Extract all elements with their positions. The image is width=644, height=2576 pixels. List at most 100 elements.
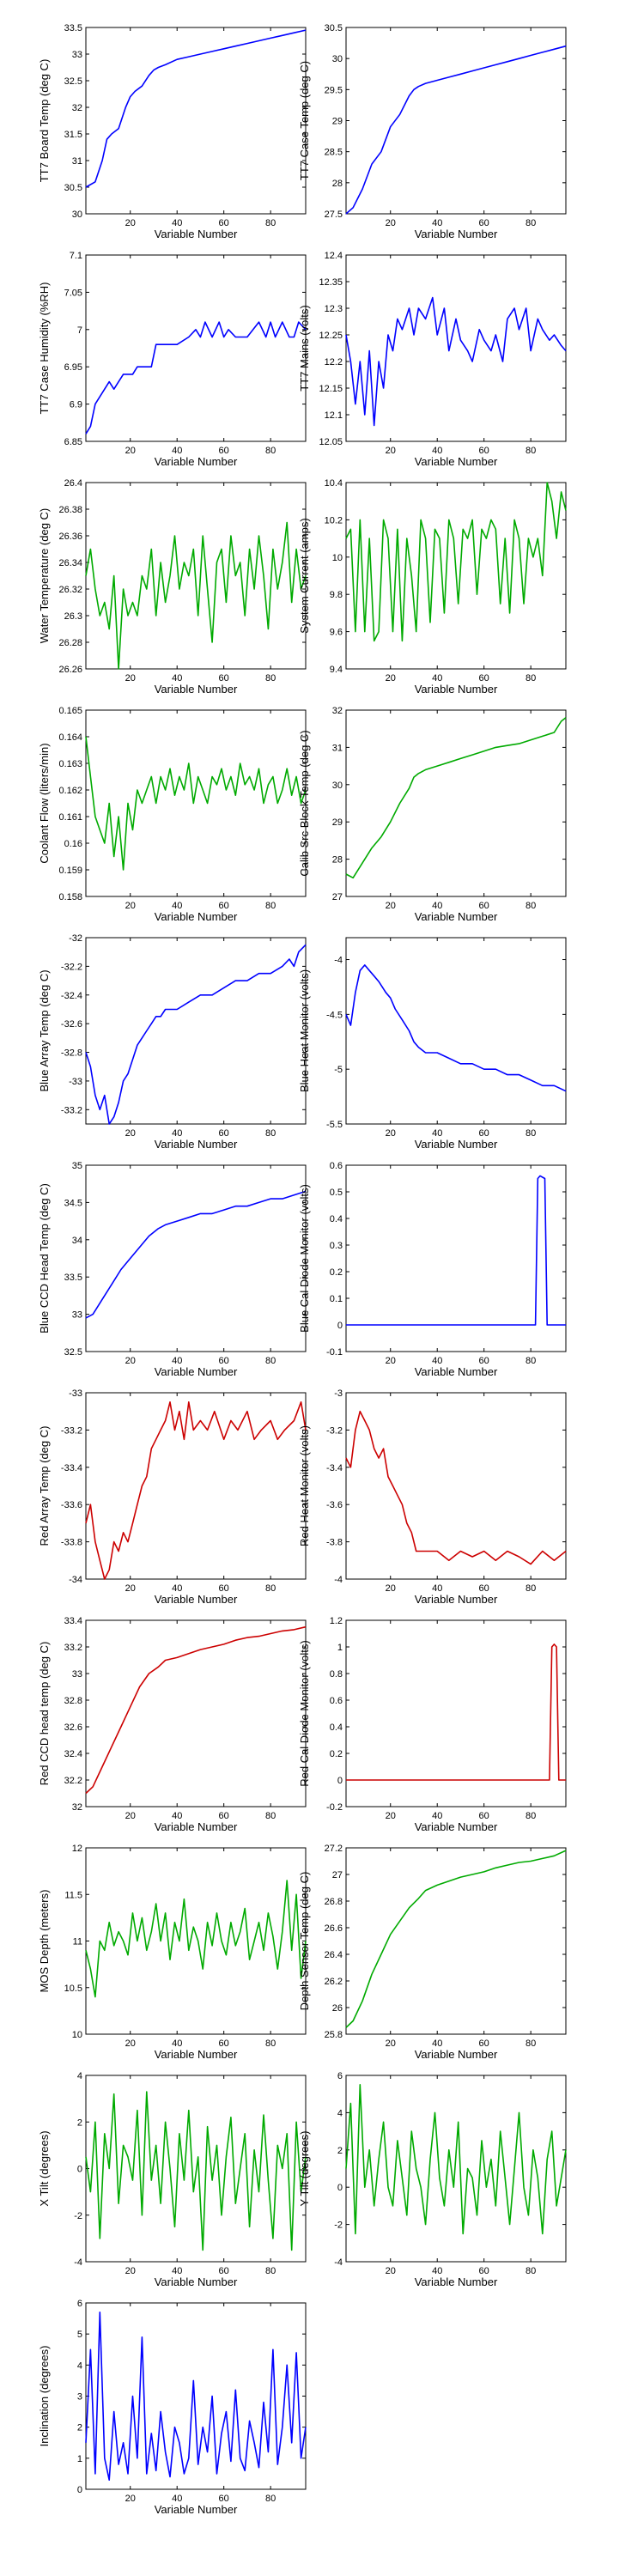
y-tick-label: 12.25	[319, 331, 343, 341]
chart-panel-6: 20 40 60 80 9.4 9.6 9.8 10 10.2 10.4 Variable Numb…	[298, 478, 567, 696]
series-line	[85, 29, 307, 188]
y-axis-label: Red Array Temp (deg C)	[38, 1426, 51, 1546]
y-axis-label: TT7 Mains (volts)	[298, 305, 311, 391]
x-tick-label: 40	[172, 1583, 182, 1594]
y-tick-label: 0	[337, 1776, 343, 1786]
y-tick-label: 12.3	[325, 304, 343, 314]
x-axis-label: Variable Number	[155, 2048, 238, 2061]
y-tick-label: 0.16	[64, 839, 82, 849]
y-tick-label: 0.163	[58, 759, 82, 769]
x-tick-label: 60	[479, 1583, 489, 1594]
chart-panel-3: 20 40 60 80 6.85 6.9 6.95 7 7.05 7.1 Variable Numb…	[38, 251, 307, 468]
x-tick-label: 40	[432, 673, 442, 683]
y-tick-label: 3	[77, 2392, 82, 2403]
x-tick-label: 60	[479, 1128, 489, 1139]
x-tick-label: 80	[526, 2038, 536, 2049]
y-tick-label: 32	[72, 1802, 82, 1813]
y-tick-label: 27.2	[325, 1844, 343, 1854]
x-tick-label: 40	[172, 901, 182, 911]
chart-panel-21: 20 40 60 80 0 1 2 3 4 5 6 Variable Number Inclinatio…	[38, 2299, 307, 2516]
plot-frame	[85, 254, 307, 442]
y-tick-label: 6.9	[70, 400, 82, 410]
y-tick-label: 10.4	[325, 478, 343, 489]
series-line	[345, 1410, 567, 1565]
y-tick-label: -4	[74, 2257, 82, 2268]
plot-frame	[345, 27, 567, 215]
y-tick-label: 27	[332, 1870, 343, 1880]
y-tick-label: 1.2	[330, 1616, 343, 1626]
x-tick-label: 40	[432, 446, 442, 456]
y-tick-label: 12.4	[325, 251, 343, 261]
x-tick-label: 80	[526, 901, 536, 911]
y-tick-label: 7.1	[70, 251, 82, 261]
y-tick-label: 29	[332, 817, 343, 828]
x-tick-label: 80	[265, 901, 276, 911]
x-tick-label: 40	[432, 1583, 442, 1594]
x-tick-label: 80	[526, 218, 536, 228]
x-tick-label: 20	[386, 1356, 396, 1366]
y-tick-label: -32.8	[61, 1048, 82, 1059]
y-tick-label: 26.8	[325, 1897, 343, 1907]
y-tick-label: 33.2	[64, 1643, 82, 1653]
x-tick-label: 20	[386, 218, 396, 228]
y-tick-label: 32.8	[64, 1696, 82, 1706]
y-tick-label: -3.6	[326, 1500, 343, 1510]
x-axis-label: Variable Number	[415, 2275, 498, 2288]
y-axis-label: Coolant Flow (liters/min)	[38, 743, 51, 863]
x-tick-label: 20	[125, 2266, 136, 2276]
x-axis-label: Variable Number	[415, 1138, 498, 1151]
series-line	[345, 2084, 567, 2235]
plot-frame	[85, 709, 307, 897]
y-tick-label: 0.162	[58, 786, 82, 796]
y-tick-label: 0.1	[330, 1294, 343, 1304]
x-tick-label: 20	[386, 673, 396, 683]
y-tick-label: 25.8	[325, 2030, 343, 2040]
x-axis-label: Variable Number	[415, 910, 498, 923]
series-line	[85, 1625, 307, 1795]
y-tick-label: 26.34	[58, 558, 82, 568]
y-tick-label: 10	[332, 553, 343, 563]
y-tick-label: 0	[337, 1321, 343, 1331]
series-line	[85, 321, 307, 434]
chart-panel-5: 20 40 60 80 26.26 26.28 26.3 26.32 26.34 26.36 26.…	[38, 478, 307, 696]
series-line	[85, 1190, 307, 1319]
x-axis-label: Variable Number	[155, 455, 238, 468]
y-tick-label: 29	[332, 117, 343, 127]
x-axis-label: Variable Number	[415, 228, 498, 240]
y-tick-label: 26.36	[58, 532, 82, 542]
series-line	[346, 1175, 566, 1326]
y-tick-label: 2	[77, 2423, 82, 2433]
x-axis-label: Variable Number	[155, 2503, 238, 2516]
y-tick-label: -32	[69, 933, 82, 944]
x-tick-label: 80	[265, 2266, 276, 2276]
x-tick-label: 80	[526, 2266, 536, 2276]
chart-panel-1: 20 40 60 80 30 30.5 31 31.5 32 32.5 33 33.5 Variable…	[38, 23, 307, 240]
y-tick-label: 9.4	[330, 665, 343, 675]
x-tick-label: 20	[125, 1356, 136, 1366]
x-tick-label: 80	[265, 2494, 276, 2504]
y-tick-label: 0.8	[330, 1669, 343, 1680]
x-tick-label: 60	[479, 2038, 489, 2049]
y-axis-label: Red Heat Monitor (volts)	[298, 1425, 311, 1546]
x-tick-label: 20	[125, 1811, 136, 1821]
x-tick-label: 80	[265, 1128, 276, 1139]
x-tick-label: 40	[432, 1356, 442, 1366]
y-tick-label: -0.2	[326, 1802, 343, 1813]
x-tick-label: 40	[172, 673, 182, 683]
series-line	[345, 964, 567, 1092]
y-tick-label: 0.2	[330, 1749, 343, 1759]
y-tick-label: 12.05	[319, 437, 343, 447]
y-tick-label: 4	[337, 2108, 343, 2118]
x-tick-label: 60	[479, 218, 489, 228]
x-tick-label: 80	[526, 673, 536, 683]
chart-panel-12: 20 40 60 80 -0.1 0 0.1 0.2 0.3 0.4 0.5 0.6 Variable …	[298, 1161, 567, 1378]
chart-panel-20: 20 40 60 80 -4 -2 0 2 4 6 Variable Number Y Tilt (d…	[298, 2071, 567, 2288]
y-tick-label: 12.2	[325, 357, 343, 368]
y-tick-label: 4	[77, 2071, 82, 2081]
plot-frame	[345, 937, 567, 1125]
y-tick-label: 30	[72, 210, 82, 220]
y-tick-label: 26.2	[325, 1977, 343, 1987]
y-tick-label: 6.95	[64, 362, 82, 373]
x-tick-label: 40	[172, 218, 182, 228]
y-tick-label: 26	[332, 2003, 343, 2014]
